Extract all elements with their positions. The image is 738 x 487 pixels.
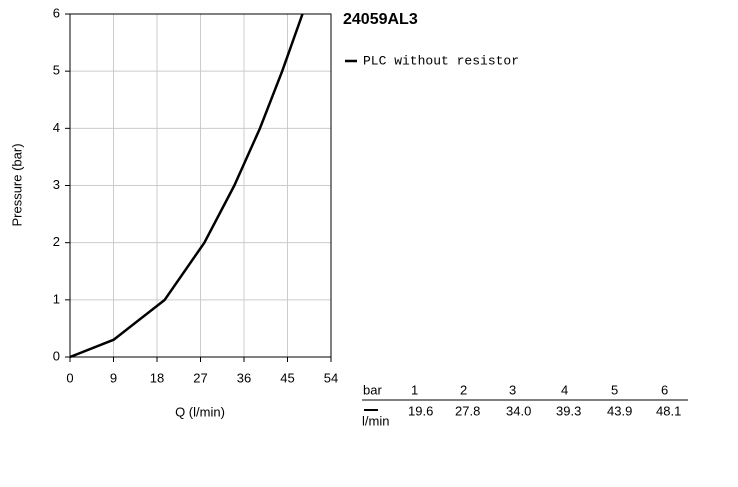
x-tick-label: 0: [66, 370, 73, 385]
y-tick-label: 1: [53, 291, 60, 306]
chart-title: 24059AL3: [343, 11, 418, 28]
y-tick-label: 0: [53, 348, 60, 363]
table-flow: 34.0: [506, 403, 531, 418]
table-flow: 27.8: [455, 403, 480, 418]
table-flow: 43.9: [607, 403, 632, 418]
table-bar: 1: [411, 382, 418, 397]
x-tick-label: 54: [324, 370, 338, 385]
table-bar: 4: [561, 382, 568, 397]
table-row-header: bar: [363, 382, 382, 397]
y-tick-label: 6: [53, 5, 60, 20]
x-tick-label: 27: [193, 370, 207, 385]
legend-label: PLC without resistor: [363, 53, 519, 68]
table-unit: l/min: [362, 413, 389, 428]
table-flow: 48.1: [656, 403, 681, 418]
plot-frame: [69, 13, 332, 358]
y-tick-label: 2: [53, 234, 60, 249]
line: [69, 13, 304, 359]
x-axis-label: Q (l/min): [175, 404, 225, 419]
x-tick-label: 18: [150, 370, 164, 385]
y-tick-label: 5: [53, 63, 60, 78]
x-tick-label: 9: [110, 370, 117, 385]
table-bar: 6: [661, 382, 668, 397]
table-bar: 2: [460, 382, 467, 397]
table-bar: 3: [509, 382, 516, 397]
table-flow: 39.3: [556, 403, 581, 418]
x-tick-label: 45: [280, 370, 294, 385]
y-tick-label: 4: [53, 120, 60, 135]
y-axis-label: Pressure (bar): [9, 143, 24, 226]
table-flow: 19.6: [408, 403, 433, 418]
x-tick-label: 36: [237, 370, 251, 385]
table-bar: 5: [611, 382, 618, 397]
y-tick-label: 3: [53, 177, 60, 192]
